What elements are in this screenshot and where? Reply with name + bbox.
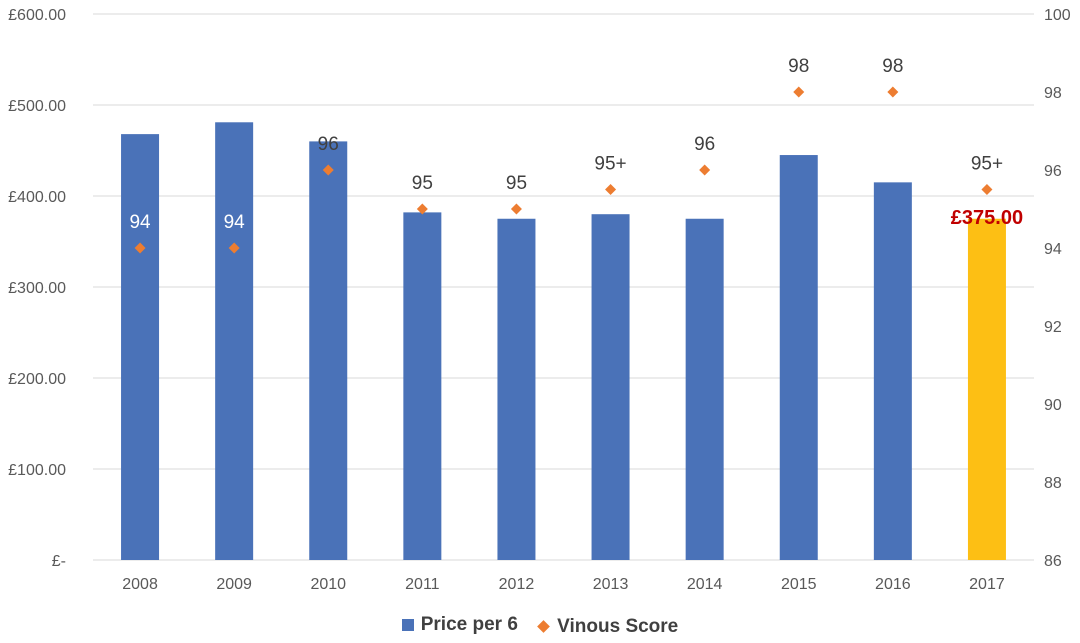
left-tick-label: £200.00: [8, 371, 66, 388]
score-label: 95+: [971, 154, 1003, 175]
score-markers: [134, 86, 993, 254]
x-tick-label: 2015: [781, 576, 817, 593]
score-marker: [416, 203, 428, 215]
right-tick-label: 88: [1044, 475, 1062, 492]
bar: [215, 122, 254, 560]
x-tick-label: 2014: [687, 576, 723, 593]
left-tick-label: £-: [52, 553, 66, 570]
left-tick-label: £300.00: [8, 280, 66, 297]
left-tick-label: £600.00: [8, 7, 66, 24]
score-marker: [228, 242, 240, 254]
left-tick-label: £400.00: [8, 189, 66, 206]
score-label: 98: [788, 56, 809, 77]
highlight-value-label: £375.00: [951, 207, 1023, 229]
score-label: 95+: [594, 154, 626, 175]
right-tick-label: 98: [1044, 85, 1062, 102]
left-tick-label: £100.00: [8, 462, 66, 479]
legend-item-score: Vinous Score: [537, 615, 679, 638]
price-bars: [121, 122, 1006, 561]
x-tick-label: 2008: [122, 576, 158, 593]
right-tick-label: 92: [1044, 319, 1062, 336]
score-label: 95: [412, 173, 433, 194]
score-marker: [887, 86, 899, 98]
score-label: 95: [506, 173, 527, 194]
bar: [873, 182, 912, 560]
bar: [403, 212, 442, 560]
legend: Price per 6 Vinous Score: [0, 614, 1080, 638]
x-tick-label: 2016: [875, 576, 911, 593]
right-tick-label: 100: [1044, 7, 1071, 24]
score-label: 94: [224, 212, 246, 233]
score-marker: [699, 164, 711, 176]
bar: [591, 214, 630, 560]
legend-label-score: Vinous Score: [557, 615, 679, 637]
legend-swatch-score: [537, 620, 551, 633]
score-marker: [605, 184, 617, 195]
bar: [685, 218, 724, 560]
legend-swatch-price: [401, 619, 414, 631]
score-label: 96: [318, 134, 339, 155]
bar: [309, 141, 348, 560]
x-tick-label: 2017: [969, 576, 1005, 593]
bar: [779, 155, 818, 561]
x-tick-label: 2013: [593, 576, 629, 593]
bar: [121, 134, 160, 560]
score-label: 96: [694, 134, 715, 155]
data-labels: 94 94 96 95 95 95+ 96 98 98 95+ £375.00: [129, 56, 1023, 233]
x-tick-label: 2011: [405, 576, 440, 593]
right-tick-label: 96: [1044, 163, 1062, 180]
bar: [497, 218, 536, 560]
right-tick-label: 90: [1044, 397, 1062, 414]
right-tick-label: 86: [1044, 553, 1062, 570]
score-marker: [134, 242, 146, 254]
right-tick-label: 94: [1044, 241, 1062, 258]
x-tick-label: 2010: [310, 576, 346, 593]
score-label: 98: [882, 56, 903, 77]
bar-highlight: [967, 218, 1006, 560]
legend-label-price: Price per 6: [420, 614, 518, 635]
legend-item-price: Price per 6: [401, 614, 518, 636]
score-marker: [322, 164, 334, 176]
x-tick-label: 2012: [499, 576, 535, 593]
left-tick-label: £500.00: [8, 98, 66, 115]
score-label: 94: [129, 212, 151, 233]
score-marker: [793, 86, 805, 98]
score-marker: [981, 184, 993, 195]
score-marker: [510, 203, 522, 215]
x-tick-label: 2009: [216, 576, 252, 593]
left-axis-ticks: £- £100.00 £200.00 £300.00 £400.00 £500.00 £60…: [8, 7, 66, 570]
x-axis-ticks: 2008 2009 2010 2011 2012 2013 2014 2015 2016 2017: [122, 576, 1005, 593]
right-axis-ticks: 86 88 90 92 94 96 98 100: [1044, 7, 1071, 570]
